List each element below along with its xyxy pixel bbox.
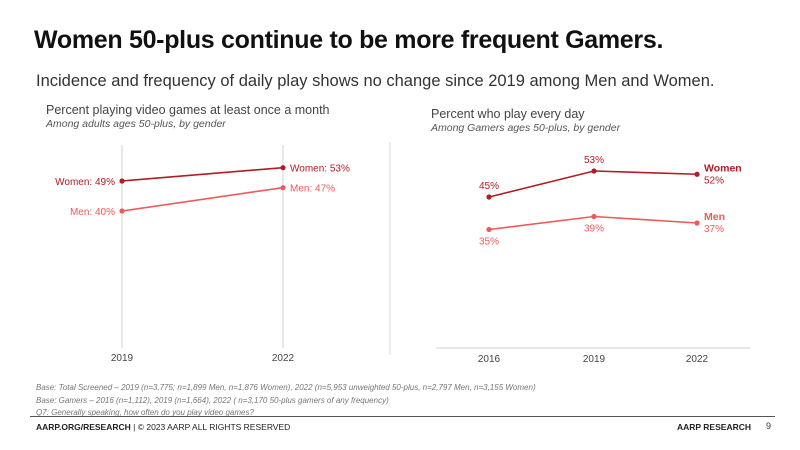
footer-link[interactable]: AARP.ORG/RESEARCH	[36, 422, 131, 432]
footnote-line: Q7: Generally speaking, how often do you…	[36, 408, 254, 417]
data-point-men	[591, 213, 597, 220]
data-label-women: 53%	[584, 155, 604, 166]
footnote-line: Base: Total Screened – 2019 (n=3,775; n=…	[36, 383, 536, 392]
data-label-women: Women: 53%	[290, 164, 350, 175]
chart2-subtitle: Among Gamers ages 50-plus, by gender	[431, 122, 621, 134]
legend-label-men: Men	[704, 211, 725, 223]
footer-copyright: | © 2023 AARP ALL RIGHTS RESERVED	[130, 422, 291, 432]
x-tick-label: 2016	[478, 354, 501, 365]
footer-divider	[30, 416, 775, 417]
x-tick-label: 2019	[583, 354, 606, 365]
footer-credit: AARP.ORG/RESEARCH | © 2023 AARP ALL RIGH…	[36, 422, 290, 432]
data-label-women: 45%	[479, 181, 499, 192]
series-line-women	[121, 166, 284, 182]
data-label-women: 52%	[704, 175, 724, 186]
legend-label-women: Women	[704, 162, 742, 174]
data-point-women	[694, 171, 700, 177]
page-subtitle: Incidence and frequency of daily play sh…	[36, 72, 715, 90]
chart2-title: Percent who play every day	[431, 107, 585, 121]
data-label-men: 37%	[704, 224, 724, 235]
footnotes: Base: Total Screened – 2019 (n=3,775; n=…	[36, 382, 536, 420]
chart-daily-play: 2016 2019 2022 45% 53% 52%Women 35% 39% 37%Men	[436, 155, 750, 365]
page-title: Women 50-plus continue to be more freque…	[34, 26, 664, 54]
data-point-men	[119, 208, 125, 214]
data-label-men: 39%	[584, 224, 604, 235]
data-label-men: Men: 47%	[290, 184, 335, 195]
data-point-women	[119, 178, 125, 184]
data-point-women	[486, 194, 492, 200]
data-point-men	[280, 185, 286, 191]
data-point-women	[591, 168, 597, 174]
data-label-women: Women: 49%	[55, 177, 115, 188]
data-label-men: Men: 40%	[70, 207, 115, 218]
footnote-line: Base: Gamers – 2016 (n=1,112), 2019 (n=1…	[36, 395, 389, 405]
chart-monthly-play: 2019 2022 Women: 49% Women: 53% Men: 40% Men:…	[55, 145, 350, 364]
x-tick-label: 2022	[686, 354, 709, 365]
data-label-men: 35%	[479, 237, 499, 248]
chart1-subtitle: Among adults ages 50-plus, by gender	[46, 118, 226, 130]
series-line-women	[488, 170, 698, 198]
x-tick-label: 2022	[272, 353, 295, 364]
x-tick-label: 2019	[111, 353, 134, 364]
page-number: 9	[766, 421, 772, 431]
data-point-men	[694, 220, 700, 226]
data-point-women	[280, 165, 286, 171]
series-line-men	[121, 186, 284, 212]
chart1-title: Percent playing video games at least onc…	[46, 103, 330, 117]
data-point-men	[486, 226, 492, 233]
footer-brand: AARP RESEARCH	[677, 422, 751, 432]
